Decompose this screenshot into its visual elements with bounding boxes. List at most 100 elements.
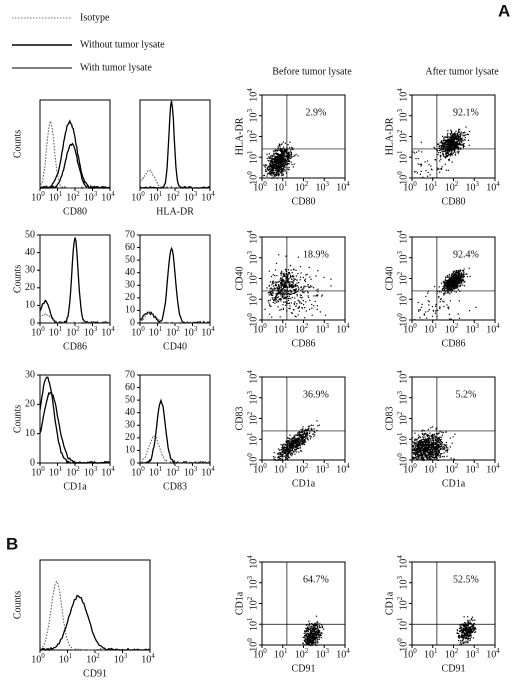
dot	[413, 452, 415, 454]
dot	[414, 440, 416, 442]
dot	[429, 435, 431, 437]
dot	[287, 442, 289, 444]
dot	[444, 289, 446, 291]
dot	[463, 145, 465, 147]
dot	[452, 152, 454, 154]
dot	[290, 291, 292, 293]
dot	[291, 452, 293, 454]
dot	[297, 440, 299, 442]
dot	[438, 445, 440, 447]
histogram-curve	[39, 594, 151, 652]
dot	[310, 436, 312, 438]
dot	[456, 285, 459, 287]
dot	[443, 283, 445, 285]
dot	[453, 136, 455, 138]
dot	[446, 275, 449, 277]
dot	[283, 447, 285, 449]
dot	[288, 153, 290, 155]
dot	[276, 161, 278, 163]
dot	[304, 279, 306, 281]
dot	[274, 456, 276, 458]
dot	[416, 441, 418, 443]
dot	[467, 134, 469, 136]
dot	[430, 453, 432, 456]
dot	[315, 644, 317, 646]
x-axis-label: CD80	[292, 196, 316, 207]
dot	[283, 446, 286, 448]
dot	[280, 444, 282, 446]
dot	[443, 141, 445, 143]
dot	[282, 281, 285, 283]
dot	[427, 435, 429, 437]
x-tick-label: 104	[486, 462, 500, 476]
dot	[460, 147, 462, 149]
dot	[298, 434, 300, 436]
dot	[416, 444, 418, 446]
dot	[456, 146, 458, 148]
dot	[465, 642, 467, 644]
dot	[432, 443, 434, 445]
dot	[432, 444, 434, 446]
dot	[463, 276, 465, 278]
dot	[460, 273, 462, 275]
dot	[418, 310, 420, 312]
dot	[273, 171, 275, 174]
dot	[299, 446, 301, 448]
dot	[437, 143, 439, 146]
dot	[417, 443, 419, 446]
dot	[269, 166, 271, 168]
dot	[444, 448, 446, 450]
dot	[462, 140, 464, 142]
dot	[284, 155, 286, 157]
dot	[308, 635, 310, 637]
dot	[315, 639, 317, 641]
tick-exponent: 1	[434, 180, 438, 188]
dot	[293, 292, 295, 294]
x-tick-label: 103	[466, 462, 480, 476]
dot	[314, 300, 316, 302]
dot	[283, 160, 285, 162]
dot	[444, 292, 446, 294]
dot	[318, 625, 320, 627]
tick-exponent: 3	[396, 109, 404, 113]
dot	[445, 285, 447, 287]
dot	[445, 147, 447, 149]
dot	[283, 450, 285, 452]
x-tick-label: 103	[316, 647, 330, 661]
dot	[290, 281, 292, 283]
dot	[449, 277, 451, 279]
dot	[430, 448, 432, 450]
dot	[297, 299, 299, 301]
dot	[288, 450, 291, 452]
dot	[269, 281, 272, 283]
tick-exponent: 2	[305, 462, 309, 470]
dot	[433, 449, 436, 451]
dot	[279, 292, 282, 294]
dot	[278, 254, 280, 256]
dot	[274, 299, 276, 301]
y-tick-label: 0	[130, 317, 135, 328]
dot	[298, 440, 300, 442]
dot	[418, 449, 420, 451]
dot	[295, 305, 297, 307]
dot	[442, 144, 444, 146]
dot	[440, 453, 442, 455]
dot	[297, 443, 299, 445]
dot	[460, 275, 462, 277]
dot	[316, 627, 318, 629]
dot	[449, 293, 451, 295]
dot	[428, 437, 430, 439]
dot	[441, 431, 443, 433]
dot	[456, 287, 458, 289]
dot	[302, 426, 304, 428]
dot	[276, 287, 278, 289]
dot	[447, 288, 449, 291]
dot	[282, 446, 284, 448]
dot	[299, 294, 301, 296]
dot	[442, 155, 445, 157]
dot	[304, 307, 306, 309]
dot	[287, 144, 289, 146]
dot	[280, 167, 282, 169]
dot	[446, 144, 448, 146]
dot	[421, 438, 423, 440]
